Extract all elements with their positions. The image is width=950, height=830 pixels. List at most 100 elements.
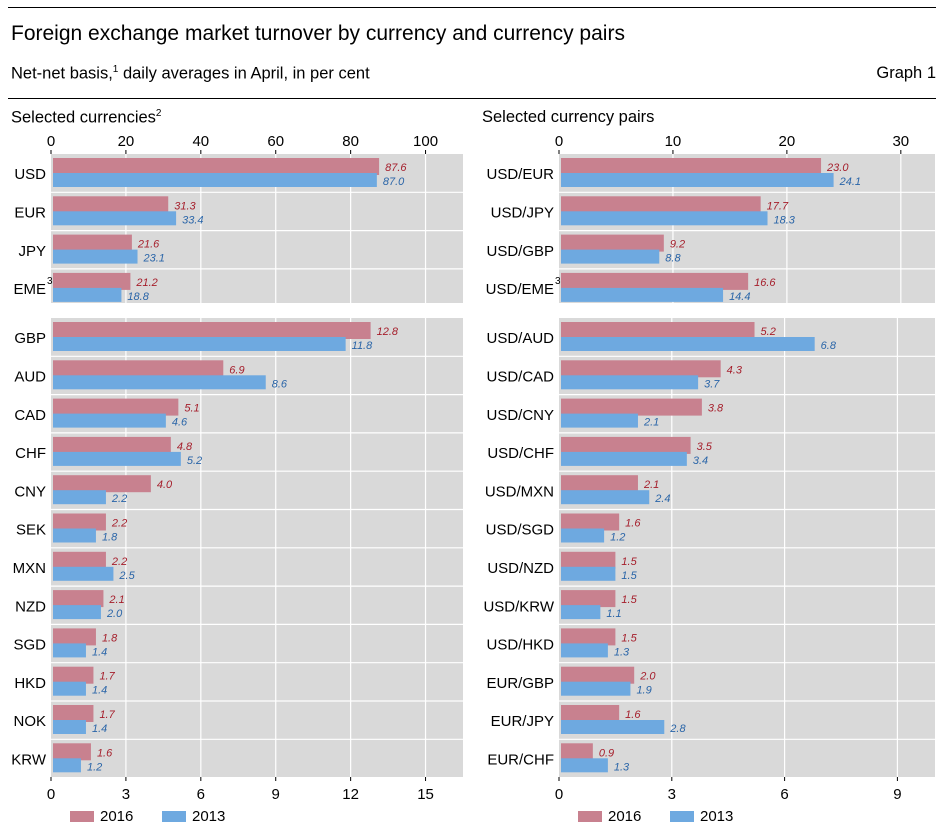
currencies-bar-2016 — [53, 590, 104, 608]
pairs-value-label-2013: 18.3 — [774, 214, 796, 226]
pairs-bar-2013 — [561, 337, 815, 351]
pairs-bar-2013 — [561, 490, 650, 505]
currencies-value-label-2013: 1.2 — [87, 761, 102, 773]
currencies-category-label: SEK — [16, 522, 46, 539]
pairs-bar-2013 — [561, 566, 616, 581]
pairs-bar-2013 — [561, 249, 660, 264]
pairs-category-label: EUR/GBP — [486, 675, 554, 692]
pairs-legend-label-2016: 2016 — [608, 808, 641, 825]
pairs-bar-2013 — [561, 605, 601, 620]
currencies-bar-2013 — [53, 249, 138, 264]
currencies-category-label: NZD — [15, 598, 46, 615]
currencies-bar-2013 — [53, 566, 114, 581]
pairs-bar-2013 — [561, 413, 638, 428]
pairs-category-footnote: 3 — [555, 276, 561, 287]
currencies-value-label-2013: 4.6 — [172, 417, 188, 429]
pairs-bar-2013 — [561, 211, 768, 226]
currencies-value-label-2016: 12.8 — [377, 326, 399, 338]
pairs-bar-2013 — [561, 643, 608, 658]
pairs-category-label: USD/CHF — [487, 445, 554, 462]
currencies-bar-2013 — [53, 528, 96, 543]
currencies-bar-2016 — [53, 705, 94, 722]
currencies-axis-tick-label: 12 — [342, 786, 359, 803]
currencies-value-label-2013: 2.5 — [118, 570, 135, 582]
currencies-value-label-2016: 2.2 — [111, 556, 127, 568]
pairs-bar-2013 — [561, 375, 699, 390]
currencies-axis-tick-label: 40 — [192, 133, 209, 150]
currencies-bar-2016 — [53, 158, 380, 175]
pairs-value-label-2013: 1.9 — [636, 685, 651, 697]
pairs-value-label-2013: 1.1 — [606, 608, 621, 620]
pairs-category-label: EUR/JPY — [491, 713, 554, 730]
currencies-value-label-2016: 1.7 — [99, 709, 115, 721]
pairs-bar-2016 — [561, 322, 755, 339]
pairs-value-label-2013: 3.4 — [693, 455, 708, 467]
currencies-legend-label-2016: 2016 — [100, 808, 133, 825]
currencies-value-label-2016: 1.8 — [102, 632, 118, 644]
pairs-category-label: USD/NZD — [487, 560, 554, 577]
pairs-bar-2016 — [561, 551, 616, 569]
pairs-value-label-2013: 2.4 — [654, 493, 670, 505]
currencies-bar-2013 — [53, 451, 181, 466]
currencies-axis-tick-label: 100 — [413, 133, 438, 150]
page-title: Foreign exchange market turnover by curr… — [11, 22, 625, 45]
currencies-category-label: NOK — [13, 713, 46, 730]
currencies-value-label-2016: 31.3 — [174, 200, 196, 212]
left-panel-title-footnote: 2 — [155, 108, 162, 119]
currencies-axis-tick-label: 0 — [47, 133, 55, 150]
pairs-bar-2016 — [561, 513, 620, 531]
pairs-value-label-2016: 2.1 — [643, 479, 659, 491]
currencies-legend-label-2013: 2013 — [192, 808, 225, 825]
currencies-value-label-2013: 11.8 — [352, 340, 373, 352]
currencies-bar-2013 — [53, 173, 377, 187]
currencies-bar-2013 — [53, 413, 166, 428]
pairs-axis-tick-label: 30 — [892, 133, 909, 150]
currencies-bar-2016 — [53, 272, 131, 290]
currencies-bar-2016 — [53, 628, 96, 646]
header-rule — [8, 98, 936, 99]
currencies-axis-tick-label: 20 — [118, 133, 135, 150]
pairs-bar-2016 — [561, 360, 721, 378]
pairs-value-label-2016: 2.0 — [639, 671, 656, 683]
currencies-bar-2013 — [53, 211, 177, 226]
pairs-legend-swatch-2013 — [670, 811, 694, 822]
pairs-bar-2016 — [561, 272, 749, 290]
currencies-value-label-2016: 5.1 — [184, 403, 199, 415]
pairs-value-label-2013: 1.5 — [621, 570, 637, 582]
pairs-bar-2013 — [561, 720, 665, 734]
currencies-bar-2016 — [53, 666, 94, 684]
pairs-bar-2016 — [561, 666, 635, 684]
currencies-legend-swatch-2016 — [70, 811, 94, 822]
pairs-legend-swatch-2016 — [578, 811, 602, 822]
subtitle-text: Net-net basis, — [11, 64, 113, 83]
currencies-category-label: CAD — [14, 407, 46, 424]
pairs-axis-tick-label: 3 — [668, 786, 676, 803]
right-panel-title-text: Selected currency pairs — [482, 108, 655, 126]
pairs-bar-2016 — [561, 705, 620, 722]
pairs-axis-tick-label: 9 — [893, 786, 901, 803]
pairs-value-label-2016: 3.8 — [708, 403, 724, 415]
currencies-category-label: EUR — [14, 204, 46, 221]
pairs-value-label-2016: 1.6 — [625, 709, 641, 721]
pairs-axis-tick-label: 20 — [779, 133, 796, 150]
pairs-category-label: USD/CNY — [486, 407, 554, 424]
pairs-value-label-2013: 2.1 — [643, 417, 659, 429]
left-panel-title: Selected currencies2 — [11, 108, 161, 128]
currencies-value-label-2013: 8.6 — [272, 378, 288, 390]
currencies-axis-tick-label: 9 — [272, 786, 280, 803]
pairs-category-label: EUR/CHF — [487, 751, 554, 768]
pairs-bar-2016 — [561, 628, 616, 646]
pairs-value-label-2016: 1.5 — [621, 556, 637, 568]
pairs-value-label-2013: 2.8 — [669, 723, 686, 735]
pairs-category-label: USD/CAD — [486, 368, 554, 385]
pairs-value-label-2016: 5.2 — [761, 326, 776, 338]
pairs-value-label-2016: 4.3 — [727, 364, 743, 376]
pairs-bar-2016 — [561, 196, 761, 214]
currencies-category-footnote: 3 — [47, 276, 53, 287]
pairs-axis-tick-label: 0 — [555, 786, 563, 803]
currencies-value-label-2013: 2.0 — [106, 608, 123, 620]
pairs-value-label-2016: 16.6 — [754, 277, 776, 289]
currencies-bar-2016 — [53, 436, 171, 454]
pairs-bar-2013 — [561, 287, 724, 302]
currencies-value-label-2013: 1.4 — [92, 685, 107, 697]
